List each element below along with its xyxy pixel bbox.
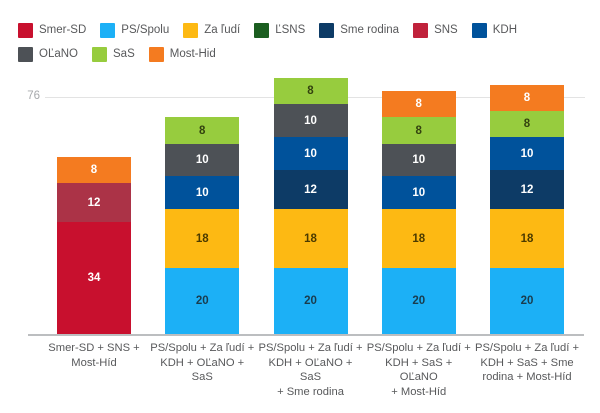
legend-item-label: SNS (434, 23, 458, 36)
bar-segment[interactable]: 10 (273, 104, 348, 138)
legend-swatch-icon (148, 46, 164, 62)
bar-segment[interactable]: 20 (381, 268, 456, 334)
legend-item-label: ĽSNS (275, 23, 306, 36)
bar-segment[interactable]: 18 (381, 209, 456, 269)
bar-segment[interactable]: 34 (57, 222, 131, 334)
bar-stack[interactable]: 8 12 34 (57, 156, 131, 334)
legend-item[interactable]: SNS (413, 22, 458, 38)
x-axis-labels: Smer-SD + SNS + Most-Híd PS/Spolu + Za ľu… (0, 341, 600, 407)
bar-segment[interactable]: 8 (165, 117, 240, 144)
legend-item-label: PS/Spolu (121, 23, 170, 36)
legend-item[interactable]: ĽSNS (254, 22, 305, 38)
bar-segment[interactable]: 20 (490, 268, 564, 334)
bar-stack[interactable]: 8 8 10 10 18 20 (381, 91, 456, 334)
legend-swatch-icon (254, 22, 270, 38)
bar-segment[interactable]: 18 (273, 209, 348, 269)
legend-item-label: Za ľudí (204, 23, 241, 36)
bar-stack[interactable]: 8 10 10 18 20 (165, 117, 240, 334)
x-axis-label: PS/Spolu + Za ľudí + KDH + SaS + Sme rod… (474, 342, 579, 383)
x-axis-label: PS/Spolu + Za ľudí + KDH + SaS + OĽaNO +… (366, 342, 471, 398)
legend-item[interactable]: Sme rodina (319, 22, 399, 38)
bar-segment[interactable]: 20 (165, 268, 240, 334)
y-axis-tick-label: 76 (27, 90, 40, 102)
legend-swatch-icon (471, 22, 487, 38)
legend-item[interactable]: PS/Spolu (100, 22, 169, 38)
bar-segment[interactable]: 8 (381, 117, 456, 144)
bar-stack[interactable]: 8 10 10 12 18 20 (273, 78, 348, 334)
bar-segment[interactable]: 18 (165, 209, 240, 269)
bar-segment[interactable]: 12 (57, 183, 131, 223)
bar-segment[interactable]: 12 (273, 169, 348, 210)
x-axis-label: PS/Spolu + Za ľudí + KDH + OĽaNO + SaS (150, 342, 255, 383)
bar-segment[interactable]: 8 (57, 156, 131, 184)
bar-segment[interactable]: 8 (273, 78, 348, 105)
legend-swatch-icon (18, 46, 33, 62)
legend-item[interactable]: SaS (92, 46, 135, 62)
bar-segment[interactable]: 10 (490, 137, 564, 170)
legend-item-label: KDH (492, 23, 517, 36)
legend-item-label: Sme rodina (340, 23, 400, 36)
legend-item-label: Most-Hid (169, 47, 216, 60)
legend-item[interactable]: KDH (471, 22, 517, 38)
legend-item[interactable]: Smer-SD (18, 22, 86, 38)
bar-segment[interactable]: 12 (490, 169, 564, 210)
bar-segment[interactable]: 8 (490, 84, 564, 111)
x-axis-label: PS/Spolu + Za ľudí + KDH + OĽaNO + SaS +… (258, 342, 363, 398)
bar-segment[interactable]: 10 (381, 176, 456, 210)
legend-swatch-icon (100, 22, 116, 38)
legend-swatch-icon (18, 22, 33, 38)
x-axis-baseline (28, 334, 584, 336)
legend-swatch-icon (183, 22, 199, 38)
bar-segment[interactable]: 10 (165, 143, 240, 177)
legend-item-label: OĽaNO (39, 47, 78, 60)
bar-segment[interactable]: 18 (490, 209, 564, 269)
legend-item-label: Smer-SD (39, 23, 87, 36)
bar-segment[interactable]: 8 (490, 110, 564, 138)
bar-segment[interactable]: 10 (381, 143, 456, 177)
legend-swatch-icon (319, 22, 335, 38)
chart-legend: Smer-SD PS/Spolu Za ľudí ĽSNS Sme rodina SNS K… (18, 22, 588, 62)
bar-segment[interactable]: 8 (381, 91, 456, 118)
legend-swatch-icon (413, 22, 429, 38)
bar-segment[interactable]: 10 (273, 137, 348, 170)
bar-group: 8 12 34 8 10 10 18 20 8 10 10 12 18 20 8 8 10 10 18 20 8 8 10 1… (57, 78, 564, 334)
legend-item[interactable]: Most-Hid (148, 46, 216, 62)
legend-item-label: SaS (113, 47, 135, 60)
legend-item[interactable]: Za ľudí (183, 22, 240, 38)
legend-item[interactable]: OĽaNO (18, 46, 78, 62)
x-axis-label: Smer-SD + SNS + Most-Híd (48, 342, 140, 369)
bar-segment[interactable]: 10 (165, 176, 240, 210)
bar-segment[interactable]: 20 (273, 268, 348, 334)
legend-swatch-icon (92, 46, 107, 62)
bar-stack[interactable]: 8 8 10 12 18 20 (490, 84, 564, 334)
